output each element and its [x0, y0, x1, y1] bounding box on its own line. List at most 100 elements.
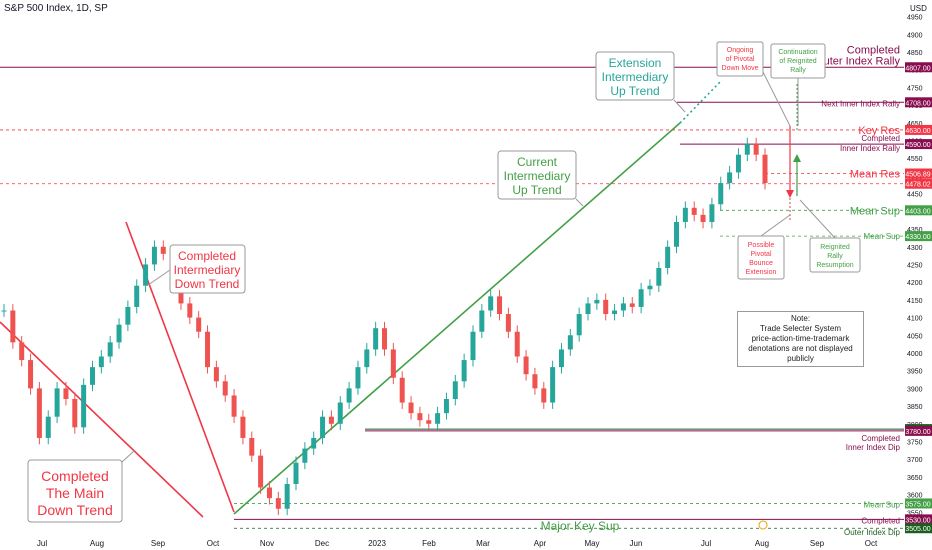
candle-body [72, 399, 78, 428]
candle-body [399, 377, 405, 403]
price-tag-label: 4630.00 [905, 128, 930, 135]
level-label: Completed [861, 434, 900, 443]
candle-body [558, 349, 564, 368]
candle-body [213, 367, 219, 382]
candle-body [249, 437, 255, 456]
price-axis: 3550360036503700375038003850390039504000… [907, 15, 923, 518]
level-label: Completed [847, 44, 900, 56]
level-label: Mean Sup [850, 205, 900, 217]
candle-body [594, 299, 600, 304]
candle-body [647, 285, 653, 290]
y-tick-label: 4450 [907, 192, 923, 199]
continuation-label-3: Rally [790, 67, 806, 74]
candle-body [231, 395, 237, 417]
price-tag-label: 4330.00 [905, 234, 930, 241]
y-tick-label: 4150 [907, 298, 923, 305]
currency-label: USD [910, 4, 927, 13]
candle-body [532, 374, 538, 389]
chart-title: S&P 500 Index, 1D, SP [4, 3, 108, 14]
candle-body [435, 413, 441, 424]
candle-body [691, 207, 697, 215]
y-tick-label: 3850 [907, 404, 923, 411]
candle-body [727, 172, 733, 184]
reignited-label-3: Resumption [816, 262, 853, 269]
y-tick-label: 3950 [907, 369, 923, 376]
y-tick-label: 3650 [907, 475, 923, 482]
x-tick-label: Oct [207, 539, 220, 548]
candle-body [178, 285, 184, 304]
price-axis-bg [904, 0, 932, 550]
candle-body [151, 246, 157, 265]
candle-body [656, 268, 662, 286]
y-tick-label: 4100 [907, 316, 923, 323]
x-tick-label: Nov [260, 539, 274, 548]
extension-up-label-3: Up Trend [610, 84, 659, 98]
leader-inter [147, 269, 171, 286]
candlesticks [1, 137, 768, 516]
candle-body [497, 296, 503, 315]
candle-body [364, 349, 370, 368]
current-up-label-3: Up Trend [512, 183, 561, 197]
candle-body [700, 214, 706, 222]
annotations: Completed The Main Down Trend Completed … [27, 41, 861, 533]
leader-current [575, 198, 584, 207]
y-tick-label: 4200 [907, 280, 923, 287]
candle-body [320, 416, 326, 438]
x-tick-label: 2023 [368, 539, 386, 548]
x-tick-label: Sep [151, 539, 166, 548]
candle-body [116, 324, 122, 343]
candle-body [629, 303, 635, 307]
level-label: Key Res [858, 125, 900, 137]
extension-up-box [595, 51, 675, 101]
major-key-sup-label: Major Key Sup [541, 519, 620, 533]
candle-body [550, 367, 556, 403]
candle-body [89, 367, 95, 385]
price-tag [905, 523, 932, 534]
candle-body [665, 246, 671, 268]
candle-body [576, 314, 582, 336]
candle-body [638, 289, 644, 307]
possible-bounce-label-1: Possible [748, 242, 775, 249]
note-box: Note: Trade Selecter System price-action… [737, 311, 864, 367]
ongoing-down-label-1: Ongoing [727, 47, 754, 54]
candle-body [222, 381, 228, 396]
candle-body [744, 144, 750, 155]
candle-body [682, 207, 688, 222]
inter-down-box [169, 244, 246, 294]
candle-body [205, 331, 211, 368]
candle-body [187, 303, 193, 318]
candle-body [284, 483, 290, 509]
candle-body [426, 420, 432, 424]
level-label: Completed [861, 134, 900, 143]
main-down-label-1: Completed [41, 468, 109, 484]
price-tag [905, 514, 932, 525]
candle-body [585, 303, 591, 315]
candle-body [125, 306, 131, 325]
candle-body [19, 342, 25, 361]
y-tick-label: 4000 [907, 351, 923, 358]
possible-bounce-label-3: Bounce [749, 260, 773, 267]
candle-body [258, 455, 264, 488]
candle-body [302, 448, 308, 463]
candle-body [81, 384, 87, 428]
current-up-label-1: Current [517, 155, 558, 169]
candle-body [337, 402, 343, 424]
level-label: Mean Sup [864, 500, 901, 509]
extension-up-trendline [679, 79, 723, 124]
trend-lines [0, 79, 801, 518]
ongoing-down-label-3: Down Move [722, 65, 759, 72]
candle-body [505, 314, 511, 332]
candle-body [709, 204, 715, 222]
ongoing-down-label-2: of Pivotal [726, 56, 755, 63]
y-tick-label: 4650 [907, 121, 923, 128]
candle-body [107, 342, 113, 357]
price-tag [905, 139, 932, 150]
price-tag [905, 62, 932, 73]
main-down-label-3: Down Trend [37, 502, 112, 518]
main-down-box [27, 459, 123, 523]
reignited-label-1: Reignited [820, 244, 850, 251]
level-label: Completed [861, 516, 900, 525]
candle-body [514, 331, 520, 357]
